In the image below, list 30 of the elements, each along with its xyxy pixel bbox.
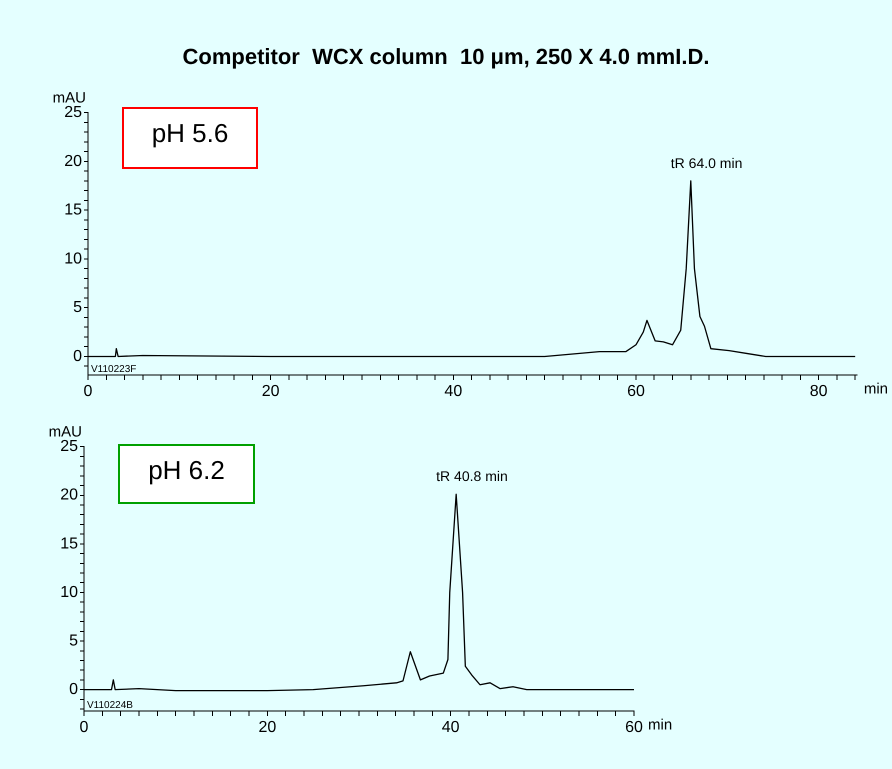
y-tick-label: 20 [60,486,78,504]
y-tick-label: 5 [73,299,82,316]
y-tick-label: 15 [60,535,78,552]
annotation: pH 6.2 [118,444,255,504]
annotation: tR 40.8 min [436,468,508,484]
x-tick-label: 60 [627,383,645,400]
annotation: pH 5.6 [122,107,258,169]
y-axis-title: mAU [52,89,86,106]
y-tick-label: 10 [60,584,78,601]
y-tick-label: 25 [60,438,78,456]
x-tick-label: 20 [262,383,280,400]
x-tick-label: 20 [258,719,276,736]
y-tick-label: 0 [69,681,78,698]
x-tick-label: 60 [625,719,643,736]
y-tick-label: 5 [69,632,78,650]
chart-title: Competitor WCX column 10 μm, 250 X 4.0 mmI.D. [182,44,710,70]
annotation: V110223F [91,364,136,375]
annotation: V110224B [87,700,134,711]
y-tick-label: 20 [64,152,82,170]
y-tick-label: 25 [64,104,82,122]
annotation: tR 64.0 min [670,154,742,171]
x-axis-title: min [648,716,672,734]
x-tick-label: 40 [442,719,460,736]
x-tick-label: 40 [444,383,462,400]
y-tick-label: 0 [73,348,82,365]
x-tick-label: 80 [810,383,828,400]
y-axis-title: mAU [48,423,82,440]
y-tick-label: 10 [64,250,82,268]
y-tick-label: 15 [64,202,82,219]
x-axis-title: min [864,380,888,398]
